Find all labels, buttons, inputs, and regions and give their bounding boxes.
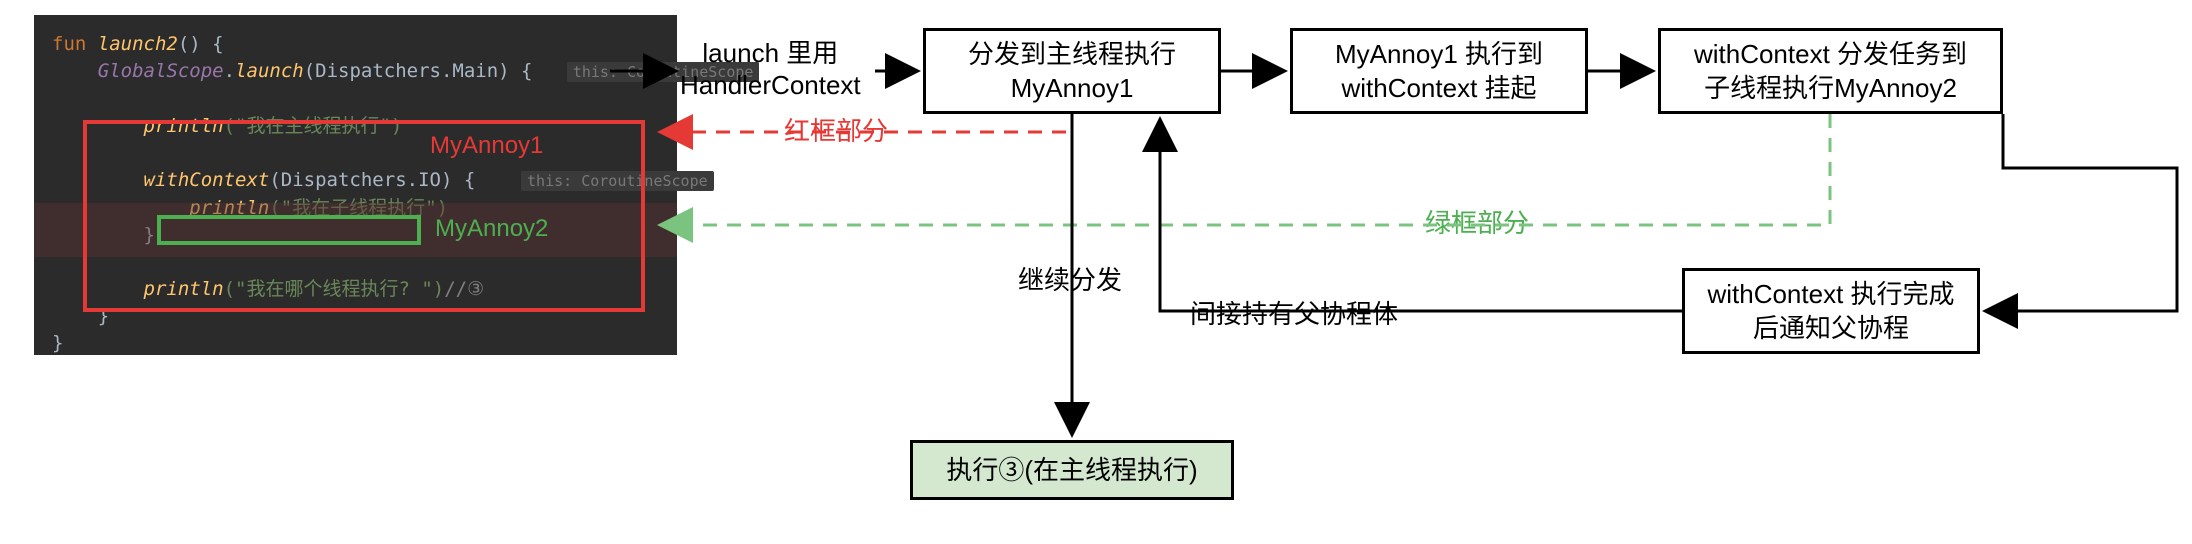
brace-3: } (52, 332, 63, 354)
green-box (157, 215, 421, 245)
label-green-part: 绿框部分 (1425, 207, 1529, 239)
dot: . (224, 60, 235, 82)
label-launch-handler: launch 里用 HandlerContext (680, 37, 861, 101)
node-withctx-dispatch-text: withContext 分发任务到 子线程执行MyAnnoy2 (1694, 37, 1967, 105)
label-red-part: 红框部分 (784, 115, 888, 147)
node-dispatch-main-text: 分发到主线程执行 MyAnnoy1 (968, 37, 1176, 105)
code-line-blank1 (52, 86, 659, 113)
node-dispatch-main: 分发到主线程执行 MyAnnoy1 (923, 28, 1221, 114)
node-exec3-text: 执行③(在主线程执行) (946, 453, 1197, 487)
node-withctx-done: withContext 执行完成 后通知父协程 (1682, 268, 1980, 354)
annoy1-label: MyAnnoy1 (430, 132, 543, 160)
node-exec3: 执行③(在主线程执行) (910, 440, 1234, 500)
code-line-1: fun launch2() { (52, 31, 659, 58)
code-line-2: GlobalScope.launch(Dispatchers.Main) { t… (52, 58, 659, 86)
label-continue-dispatch: 继续分发 (1018, 264, 1122, 296)
fn-name: launch2 (98, 33, 178, 55)
node-myannoy1-suspend: MyAnnoy1 执行到 withContext 挂起 (1290, 28, 1588, 114)
label-hold-parent: 间接持有父协程体 (1190, 298, 1398, 330)
node-myannoy1-suspend-text: MyAnnoy1 执行到 withContext 挂起 (1335, 37, 1543, 105)
node-withctx-done-text: withContext 执行完成 后通知父协程 (1707, 277, 1954, 345)
launch-args: (Dispatchers.Main) { (304, 60, 533, 82)
node-withctx-dispatch: withContext 分发任务到 子线程执行MyAnnoy2 (1658, 28, 2003, 114)
global-scope: GlobalScope (98, 60, 224, 82)
kw-fun: fun (52, 33, 86, 55)
launch-call: launch (235, 60, 304, 82)
code-line-9: } (52, 330, 659, 357)
fn-sig: () { (178, 33, 224, 55)
annoy2-label: MyAnnoy2 (435, 215, 548, 243)
